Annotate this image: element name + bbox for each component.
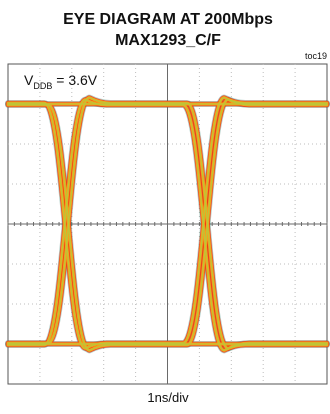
eye-trace-transition [7,97,328,349]
figure-tag: toc19 [305,51,327,61]
eye-trace-transition [7,97,328,349]
grid-layer [7,64,328,384]
chart-title: EYE DIAGRAM AT 200Mbps [63,11,273,28]
eye-trace-transition [7,99,328,351]
annotation-subscript: DDB [33,81,52,91]
x-axis-label: 1ns/div [147,390,189,405]
annotation-value: = 3.6V [52,72,97,88]
chart-subtitle: MAX1293_C/F [115,32,221,49]
eye-traces [5,94,330,354]
annotation-symbol: V [24,72,34,88]
supply-voltage-annotation: VDDB = 3.6V [24,72,98,91]
